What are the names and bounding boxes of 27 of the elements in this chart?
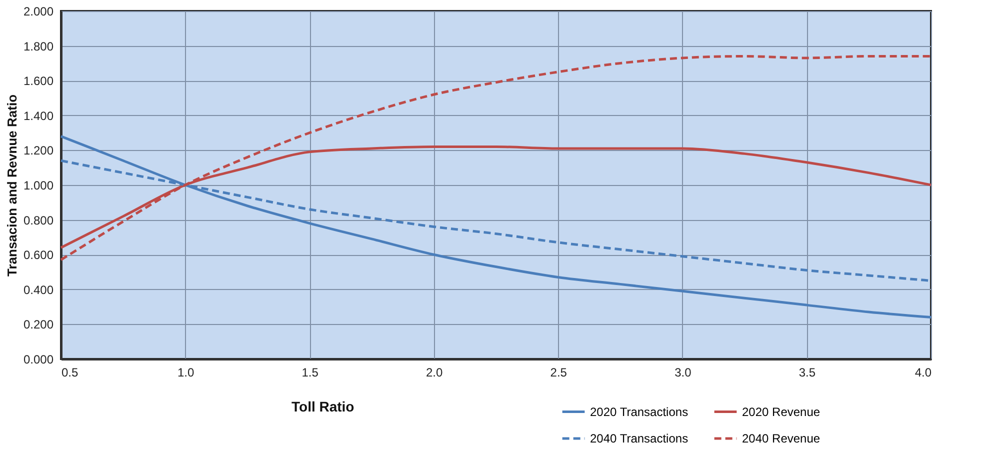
x-tick-label: 1.0: [177, 366, 194, 380]
y-tick-label: 1.200: [23, 144, 54, 158]
line-series: [60, 54, 932, 262]
y-tick-label: 0.000: [23, 352, 54, 366]
y-tick-label: 0.400: [23, 282, 54, 297]
y-tick-label: 1.600: [23, 74, 54, 88]
x-tick-label: 0.5: [62, 366, 79, 380]
x-tick-label: 2.5: [550, 366, 568, 380]
x-tick-label: 3.5: [798, 366, 816, 380]
x-tick-label: 1.5: [302, 366, 319, 380]
x-tick-label: 2.0: [426, 366, 444, 380]
y-tick-label: 1.400: [23, 108, 54, 123]
x-axis-title: Toll Ratio: [292, 398, 354, 414]
y-tick-label: 2.000: [23, 4, 54, 18]
y-tick-label: 0.600: [23, 248, 54, 262]
y-tick-label: 0.800: [23, 213, 54, 228]
legend-label: 2040 Revenue: [742, 432, 820, 446]
y-tick-label: 0.200: [23, 318, 54, 332]
y-tick-label: 1.000: [23, 178, 54, 192]
x-tick-label: 4.0: [914, 366, 932, 380]
legend-label: 2040 Transactions: [590, 432, 688, 446]
y-axis-title: Transacion and Revnue Ratio: [4, 94, 20, 277]
x-tick-label: 3.0: [674, 366, 692, 380]
line-series: [60, 135, 932, 318]
y-tick-label: 1.800: [23, 39, 54, 54]
legend-label: 2020 Transactions: [590, 404, 688, 419]
legend-label: 2020 Revenue: [742, 404, 820, 419]
